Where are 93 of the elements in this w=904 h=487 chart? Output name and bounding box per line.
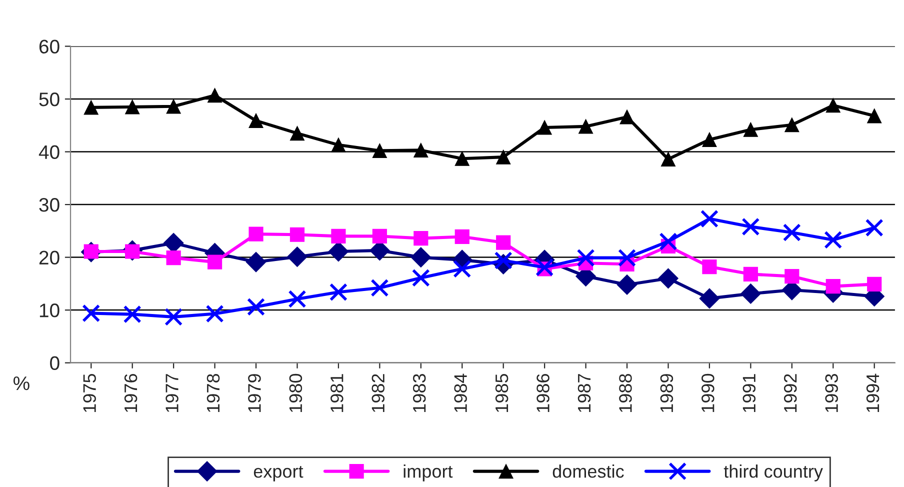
x-tick-label: 1977	[166, 374, 178, 412]
point	[372, 143, 387, 158]
x-tick-label: 1979	[248, 374, 261, 412]
y-tick-label: 0	[50, 356, 60, 370]
x-tick-label: 1985	[495, 374, 508, 412]
x-tick-label: 1989	[660, 374, 674, 412]
point	[536, 258, 554, 276]
x-tick-label: 1994	[866, 374, 880, 412]
x-tick-label: 1991	[742, 374, 756, 412]
point	[125, 100, 140, 114]
y-axis-title: %	[13, 376, 30, 390]
point	[246, 252, 266, 272]
y-tick-label: 10	[40, 304, 60, 318]
point	[453, 260, 472, 278]
point	[700, 210, 718, 228]
y-tick-label: 40	[38, 145, 60, 160]
point	[166, 99, 181, 114]
point	[743, 266, 758, 282]
point	[207, 254, 222, 270]
point	[867, 108, 882, 124]
point	[659, 232, 678, 250]
point	[620, 110, 634, 124]
point	[578, 119, 594, 134]
point	[288, 290, 306, 308]
point	[782, 223, 801, 242]
legend-label: domestic	[552, 464, 624, 478]
x-tick-label: 1981	[330, 374, 344, 412]
point	[826, 98, 840, 113]
point	[699, 288, 720, 309]
point	[414, 142, 428, 158]
x-tick-label: 1975	[83, 374, 96, 412]
legend-label: export	[254, 466, 304, 482]
point	[207, 88, 222, 103]
point	[123, 305, 142, 324]
point	[166, 250, 181, 266]
point	[702, 132, 717, 147]
x-tick-label: 1983	[412, 374, 426, 412]
y-tick-label: 20	[39, 250, 60, 265]
point	[576, 248, 595, 267]
point	[206, 304, 224, 323]
point	[618, 248, 636, 267]
point	[740, 284, 761, 304]
point	[826, 279, 840, 294]
x-tick-label: 1976	[124, 374, 138, 412]
point	[867, 276, 882, 292]
point	[331, 228, 346, 244]
x-tick-label: 1984	[454, 374, 467, 412]
point	[496, 235, 511, 250]
point	[329, 283, 348, 302]
x-tick-label: 1992	[784, 374, 797, 412]
point	[290, 126, 305, 141]
point	[248, 226, 264, 242]
x-tick-label: 1980	[289, 374, 302, 412]
x-tick-label: 1978	[206, 374, 220, 412]
y-tick-label: 30	[39, 198, 60, 212]
x-tick-label: 1990	[702, 374, 714, 412]
point	[494, 251, 512, 270]
point	[743, 122, 758, 137]
x-tick-label: 1987	[578, 374, 591, 412]
point	[414, 231, 428, 246]
x-tick-label: 1982	[372, 374, 385, 412]
point	[372, 228, 387, 244]
point	[246, 298, 266, 316]
point	[742, 218, 760, 236]
y-tick-label: 60	[39, 40, 60, 54]
point	[331, 138, 346, 152]
point	[658, 268, 678, 289]
point	[660, 152, 676, 166]
point	[290, 227, 305, 242]
point	[784, 268, 800, 284]
point	[537, 120, 552, 135]
point	[454, 151, 470, 166]
legend-label: import	[404, 464, 453, 482]
x-tick-label: 1993	[825, 374, 838, 412]
x-tick-label: 1986	[536, 374, 550, 412]
point	[865, 218, 884, 237]
point	[412, 268, 430, 287]
point	[287, 246, 308, 267]
point	[82, 304, 100, 322]
point	[496, 150, 511, 164]
point	[410, 247, 432, 268]
point	[702, 260, 717, 274]
legend-label: third country	[724, 464, 823, 482]
y-tick-label: 50	[39, 92, 60, 106]
x-tick-label: 1988	[619, 374, 632, 412]
point	[84, 100, 98, 115]
point	[784, 118, 800, 132]
point	[248, 113, 264, 128]
point	[824, 230, 842, 249]
point	[454, 229, 470, 244]
point	[370, 278, 389, 297]
point	[164, 308, 183, 326]
point	[616, 274, 638, 295]
